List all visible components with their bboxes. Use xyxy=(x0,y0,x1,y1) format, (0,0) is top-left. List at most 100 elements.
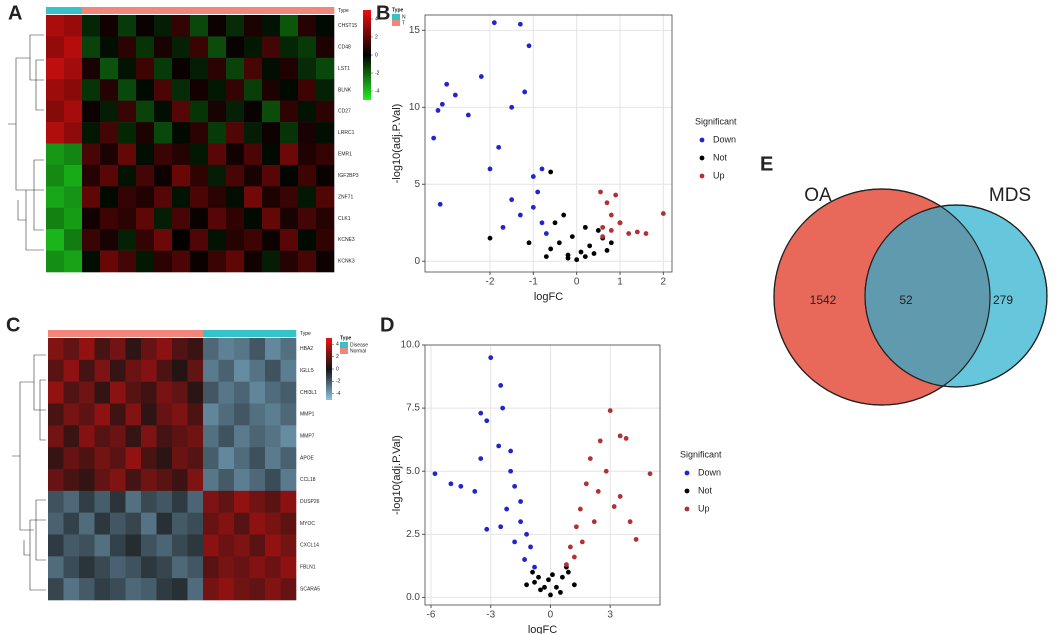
column-annotation xyxy=(125,330,142,337)
point xyxy=(587,456,593,461)
heatmap-cell xyxy=(63,359,80,382)
heatmap-cell xyxy=(244,57,263,80)
heatmap-cell xyxy=(316,164,335,187)
point xyxy=(552,220,558,226)
heatmap-cell xyxy=(249,512,266,535)
venn-outline xyxy=(773,188,991,406)
heatmap-cell xyxy=(249,403,266,426)
row-label: LST1 xyxy=(338,66,350,72)
heatmap-cell xyxy=(154,100,173,123)
heatmap-cell xyxy=(141,381,157,404)
heatmap-cell xyxy=(154,122,173,144)
heatmap-cell xyxy=(154,15,173,37)
heatmap-cell xyxy=(136,164,155,187)
heatmap-cell xyxy=(218,447,235,470)
point xyxy=(536,574,541,580)
column-annotation xyxy=(172,330,188,337)
heatmap-cell xyxy=(262,229,281,251)
point xyxy=(548,246,554,252)
row-label: CHI3L1 xyxy=(300,390,317,396)
heatmap-cell xyxy=(262,143,281,166)
heatmap-cell xyxy=(79,425,95,448)
point xyxy=(582,224,588,230)
point xyxy=(595,228,601,233)
heatmap-cell xyxy=(316,57,335,80)
heatmap-cell xyxy=(316,229,335,251)
point xyxy=(532,564,537,570)
heatmap-cell xyxy=(298,250,317,273)
heatmap-cell xyxy=(118,122,137,144)
heatmap-cell xyxy=(172,79,191,101)
heatmap-cell xyxy=(172,578,188,601)
heatmap-cell xyxy=(244,15,263,37)
legend-marker xyxy=(684,488,690,494)
heatmap-cell xyxy=(244,229,263,251)
heatmap-cell xyxy=(280,57,299,80)
heatmap-cell xyxy=(46,164,65,187)
heatmap-cell xyxy=(172,57,191,80)
heatmap-cell xyxy=(136,143,155,166)
heatmap-cell xyxy=(244,143,263,166)
point xyxy=(608,212,614,218)
heatmap-cell xyxy=(316,143,335,166)
heatmap-cell xyxy=(298,143,317,166)
point xyxy=(539,220,545,226)
heatmap-cell xyxy=(118,79,137,101)
point xyxy=(604,200,610,206)
heatmap-cell xyxy=(94,578,111,601)
heatmap-cell xyxy=(298,207,317,230)
heatmap-cell xyxy=(218,425,235,448)
heatmap-cell xyxy=(265,425,281,448)
point xyxy=(574,257,580,263)
heatmap-cell xyxy=(190,143,209,166)
heatmap-cell xyxy=(187,469,204,492)
heatmap-cell xyxy=(79,512,95,535)
heatmap-cell xyxy=(94,403,111,426)
heatmap-cell xyxy=(154,164,173,187)
point xyxy=(550,572,555,578)
heatmap-cell xyxy=(234,359,250,382)
point xyxy=(458,483,464,489)
heatmap-cell xyxy=(125,403,142,426)
heatmap-cell xyxy=(226,229,245,251)
heatmap-cell xyxy=(172,338,188,361)
heatmap-cell xyxy=(280,578,297,601)
set-label: MDS xyxy=(989,185,1031,206)
heatmap-cell xyxy=(64,229,83,251)
point xyxy=(535,189,541,195)
heatmap-cell xyxy=(280,381,297,404)
heatmap-cell xyxy=(190,207,209,230)
panel-label: C xyxy=(6,314,20,336)
heatmap-cell xyxy=(110,338,126,361)
heatmap-cell xyxy=(280,403,297,426)
heatmap-cell xyxy=(63,578,80,601)
y-axis-label: -log10(adj.P.Val) xyxy=(391,435,403,515)
row-label: CLK1 xyxy=(338,216,351,222)
heatmap-cell xyxy=(298,100,317,123)
heatmap-cell xyxy=(94,490,111,513)
column-annotation xyxy=(187,330,204,337)
heatmap-cell xyxy=(110,556,126,579)
heatmap-cell xyxy=(154,143,173,166)
heatmap-cell xyxy=(234,556,250,579)
heatmap-cell xyxy=(208,207,227,230)
row-label: CD48 xyxy=(338,44,351,50)
heatmap-cell xyxy=(208,250,227,273)
heatmap-cell xyxy=(100,36,119,59)
column-annotation xyxy=(154,7,173,14)
heatmap-cell xyxy=(118,164,137,187)
heatmap-cell xyxy=(46,229,65,251)
point xyxy=(528,544,533,550)
heatmap-cell xyxy=(125,338,142,361)
heatmap-cell xyxy=(125,447,142,470)
heatmap-cell xyxy=(46,122,65,144)
heatmap-cell xyxy=(203,490,219,513)
point xyxy=(627,519,633,525)
heatmap-cell xyxy=(154,207,173,230)
point xyxy=(498,382,504,388)
legend-swatch xyxy=(392,20,400,26)
colorbar-tick-label: 4 xyxy=(336,342,339,348)
point xyxy=(518,519,523,525)
heatmap-cell xyxy=(187,403,204,426)
legend-marker xyxy=(699,137,705,143)
